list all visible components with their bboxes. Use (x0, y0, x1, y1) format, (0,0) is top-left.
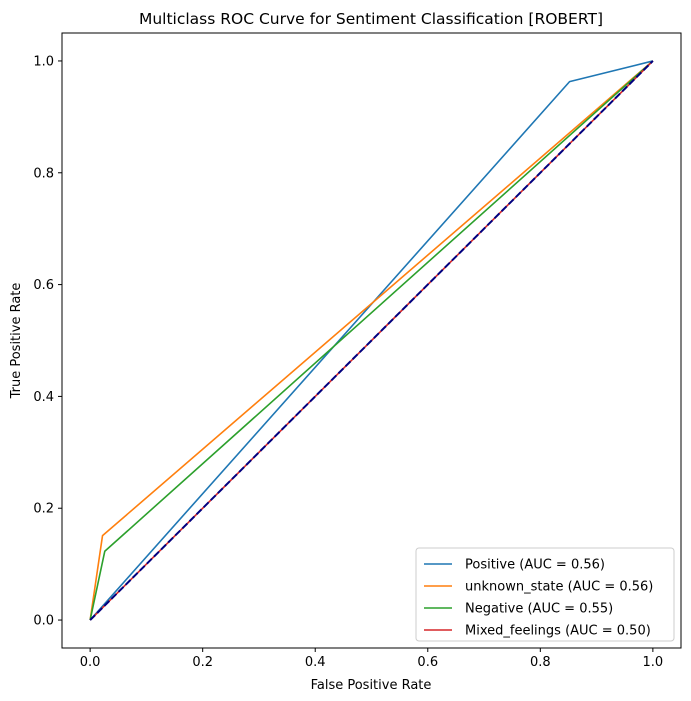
legend-label: Negative (AUC = 0.55) (465, 602, 613, 617)
legend: Positive (AUC = 0.56) unknown_state (AUC … (415, 547, 675, 642)
x-axis-ticks: 0.0 0.2 0.4 0.6 0.8 1.0 (80, 648, 663, 670)
y-tick-label: 0.4 (33, 390, 54, 405)
x-tick-label: 0.0 (80, 655, 101, 670)
y-tick-label: 0.8 (33, 166, 54, 181)
y-axis-label: True Positive Rate (9, 283, 24, 400)
y-axis-ticks: 0.0 0.2 0.4 0.6 0.8 1.0 (33, 54, 62, 629)
legend-label: Positive (AUC = 0.56) (465, 558, 605, 573)
y-tick-label: 0.2 (33, 502, 54, 517)
y-tick-label: 0.6 (33, 278, 54, 293)
series-line-negative (89, 60, 654, 621)
legend-label: unknown_state (AUC = 0.56) (465, 580, 653, 595)
x-tick-label: 1.0 (643, 655, 664, 670)
legend-label: Mixed_feelings (AUC = 0.50) (465, 624, 651, 639)
x-tick-label: 0.6 (417, 655, 438, 670)
y-tick-label: 1.0 (33, 54, 54, 69)
reference-diagonal-line (89, 60, 654, 621)
x-tick-label: 0.8 (530, 655, 551, 670)
series-line-positive (89, 60, 654, 621)
plot-frame (61, 32, 682, 649)
x-tick-label: 0.2 (192, 655, 213, 670)
x-axis-label: False Positive Rate (311, 678, 432, 693)
x-tick-label: 0.4 (305, 655, 326, 670)
legend-box (415, 547, 675, 642)
series-line-unknown-state (89, 60, 654, 621)
plot-lines (89, 60, 654, 621)
chart-title: Multiclass ROC Curve for Sentiment Class… (139, 10, 603, 28)
y-tick-label: 0.0 (33, 614, 54, 629)
